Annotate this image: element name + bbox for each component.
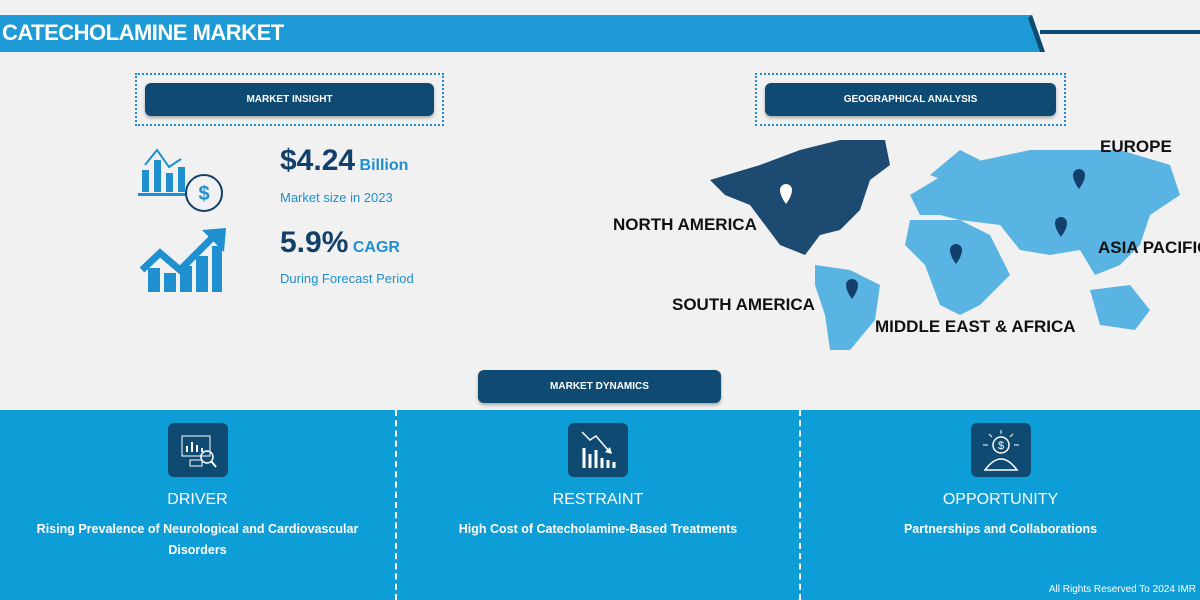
region-label-north-america: NORTH AMERICA: [613, 215, 757, 234]
region-label-europe: EUROPE: [1100, 137, 1172, 156]
svg-text:$: $: [198, 183, 209, 205]
region-label-asia-pacific: ASIA PACIFIC: [1098, 238, 1200, 257]
driver-description: Rising Prevalence of Neurological and Ca…: [36, 522, 359, 557]
declining-chart-icon: [568, 423, 628, 477]
region-label-south-america: SOUTH AMERICA: [672, 295, 815, 314]
driver-title: DRIVER: [167, 491, 228, 508]
market-insight-frame: MARKET INSIGHT: [135, 73, 444, 126]
market-size-unit: Billion: [359, 157, 409, 174]
cagr-caption: During Forecast Period: [280, 271, 414, 286]
market-size-caption: Market size in 2023: [280, 190, 393, 205]
other-regions: [815, 150, 1180, 350]
market-insight-label: MARKET INSIGHT: [145, 83, 434, 116]
opportunity-description: Partnerships and Collaborations: [903, 522, 1098, 536]
copyright: All Rights Reserved To 2024 IMR: [1048, 584, 1196, 595]
restraint-title: RESTRAINT: [552, 491, 644, 508]
cagr-value: 5.9%: [280, 226, 349, 259]
geo-analysis-frame: GEOGRAPHICAL ANALYSIS: [755, 73, 1066, 126]
north-america-region: [710, 140, 890, 255]
header-banner: [0, 15, 1200, 52]
growth-chart-icon: [140, 228, 226, 292]
driver-card: DRIVER Rising Prevalence of Neurological…: [0, 410, 395, 600]
region-label-mea: MIDDLE EAST & AFRICA: [875, 317, 1076, 336]
svg-text:$: $: [997, 440, 1003, 452]
opportunity-card: $ OPPORTUNITY Partnerships and Collabora…: [801, 410, 1200, 600]
market-size-value: $4.24: [280, 144, 356, 177]
opportunity-title: OPPORTUNITY: [942, 491, 1059, 508]
lightbulb-dollar-icon: $: [970, 423, 1031, 477]
geo-analysis-label: GEOGRAPHICAL ANALYSIS: [765, 83, 1056, 116]
world-map: [710, 140, 1180, 350]
market-dynamics-label: MARKET DYNAMICS: [478, 370, 721, 403]
market-size-icon: $: [138, 148, 223, 212]
divider: [395, 410, 397, 600]
restraint-card: RESTRAINT High Cost of Catecholamine-Bas…: [397, 410, 799, 600]
map-pins: [780, 169, 1085, 299]
restraint-description: High Cost of Catecholamine-Based Treatme…: [458, 522, 738, 536]
page-title: CATECHOLAMINE MARKET: [2, 20, 284, 45]
divider: [799, 410, 801, 600]
cagr-unit: CAGR: [352, 239, 400, 256]
chart-magnifier-icon: [167, 423, 228, 477]
